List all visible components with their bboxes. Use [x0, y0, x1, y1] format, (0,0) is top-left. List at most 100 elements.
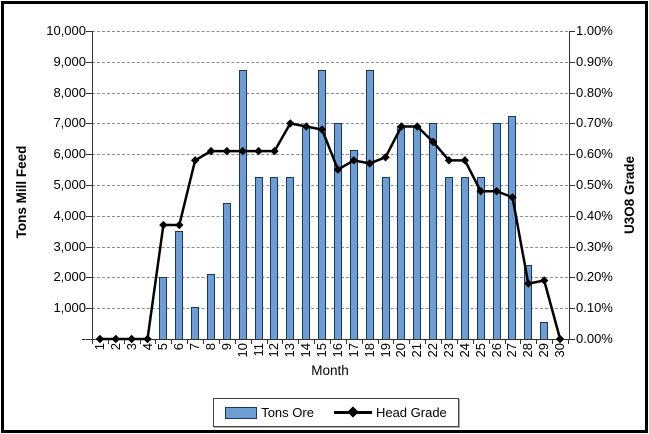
gridline — [92, 215, 568, 217]
x-axis-tick-label: 8 — [203, 343, 218, 351]
tick-mark — [569, 339, 575, 340]
tick-mark — [552, 340, 554, 344]
tick-mark — [472, 340, 474, 344]
gridline — [92, 308, 568, 310]
right-axis-tick-label: 0.70% — [576, 115, 613, 131]
tick-mark — [569, 92, 575, 94]
tick-mark — [441, 340, 443, 344]
line-series-head-grade — [95, 119, 565, 344]
bar-month-5 — [159, 277, 168, 339]
right-axis-tick-label: 0.80% — [576, 84, 613, 100]
tick-mark — [123, 340, 125, 344]
tick-mark — [92, 340, 93, 344]
line-point-month-23 — [444, 156, 454, 165]
x-axis-tick-label: 10 — [234, 343, 250, 358]
bar-month-11 — [254, 177, 263, 339]
right-axis-tick-label: 0.00% — [576, 331, 613, 346]
line-point-month-19 — [381, 153, 390, 162]
legend-label-tons-ore: Tons Ore — [261, 405, 314, 420]
line-point-month-29 — [540, 276, 549, 285]
legend-label-head-grade: Head Grade — [375, 405, 447, 420]
bar-month-6 — [175, 231, 184, 339]
tick-mark — [569, 61, 575, 63]
line-point-month-24 — [460, 156, 470, 165]
tick-mark — [456, 340, 458, 344]
tick-mark — [520, 340, 522, 344]
bar-month-19 — [381, 177, 390, 339]
legend-bar-swatch-icon — [225, 406, 258, 419]
tick-mark — [393, 340, 395, 344]
x-axis-tick-label: 29 — [536, 343, 552, 358]
left-axis-tick-label: 9,000 — [53, 53, 86, 69]
x-axis-tick-label: 2 — [107, 343, 123, 351]
x-axis-tick-label: 19 — [377, 343, 393, 358]
right-axis-tick-label: 0.90% — [576, 53, 613, 69]
bar-month-26 — [492, 123, 501, 339]
gridline — [92, 154, 568, 156]
diamond-marker-icon — [347, 406, 359, 418]
tick-mark — [409, 340, 411, 344]
bar-month-22 — [429, 123, 438, 339]
tick-mark — [488, 340, 490, 344]
line-point-month-12 — [270, 146, 279, 156]
right-axis-tick-label: 0.10% — [576, 300, 613, 316]
gridline — [92, 31, 568, 32]
right-axis-tick-label: 0.60% — [576, 146, 613, 162]
tick-mark — [187, 340, 189, 344]
tick-mark — [203, 340, 205, 344]
tick-mark — [266, 340, 268, 344]
legend: Tons Ore Head Grade — [213, 398, 459, 427]
line-point-month-13 — [286, 119, 295, 128]
gridline — [92, 185, 568, 186]
line-point-month-30 — [555, 334, 565, 344]
line-point-month-26 — [492, 186, 501, 196]
bar-month-9 — [222, 203, 231, 339]
line-point-month-10 — [238, 146, 247, 156]
tick-mark — [569, 277, 575, 279]
line-point-month-9 — [222, 146, 232, 156]
x-axis-tick-label: 9 — [218, 343, 234, 351]
line-point-month-4 — [143, 334, 152, 344]
x-axis-tick-label: 22 — [425, 343, 441, 358]
line-point-month-22 — [428, 137, 438, 147]
line-point-month-18 — [365, 159, 374, 168]
x-axis-tick-label: 11 — [250, 343, 266, 357]
tick-mark — [86, 277, 92, 279]
bar-month-17 — [349, 149, 358, 339]
right-axis-tick-label: 0.30% — [576, 238, 613, 254]
left-axis-title: Tons Mill Feed — [14, 145, 29, 239]
right-axis-tick-label: 1.00% — [576, 23, 613, 38]
tick-mark — [234, 340, 236, 344]
x-axis-tick-label: 4 — [139, 343, 155, 351]
x-axis-tick-label: 30 — [552, 343, 568, 358]
right-axis-tick-label: 0.50% — [576, 177, 613, 192]
tick-mark — [86, 154, 92, 156]
left-axis-tick-label: 4,000 — [53, 207, 86, 223]
tick-mark — [171, 340, 173, 344]
gridline — [92, 277, 568, 279]
line-point-month-20 — [397, 122, 406, 131]
bar-month-15 — [318, 69, 327, 339]
gridline — [92, 123, 568, 125]
bar-month-16 — [333, 123, 342, 339]
tick-mark — [86, 246, 92, 248]
tick-mark — [536, 340, 538, 344]
gridline — [92, 246, 568, 248]
line-point-month-5 — [159, 220, 168, 230]
x-axis-tick-label: 3 — [123, 343, 139, 351]
bar-month-27 — [508, 115, 517, 339]
tick-mark — [107, 340, 109, 344]
line-point-month-14 — [302, 122, 311, 131]
x-axis-tick-label: 23 — [441, 343, 456, 358]
tick-mark — [569, 215, 575, 217]
line-point-month-15 — [317, 125, 327, 134]
x-axis-tick-label: 26 — [488, 343, 504, 358]
bar-month-25 — [476, 177, 485, 339]
tick-mark — [425, 340, 427, 344]
left-axis-tick-label: 7,000 — [53, 115, 86, 131]
x-axis-tick-label: 6 — [171, 343, 187, 351]
line-point-month-21 — [413, 122, 422, 131]
tick-mark — [361, 340, 363, 344]
line-point-month-28 — [524, 279, 533, 288]
